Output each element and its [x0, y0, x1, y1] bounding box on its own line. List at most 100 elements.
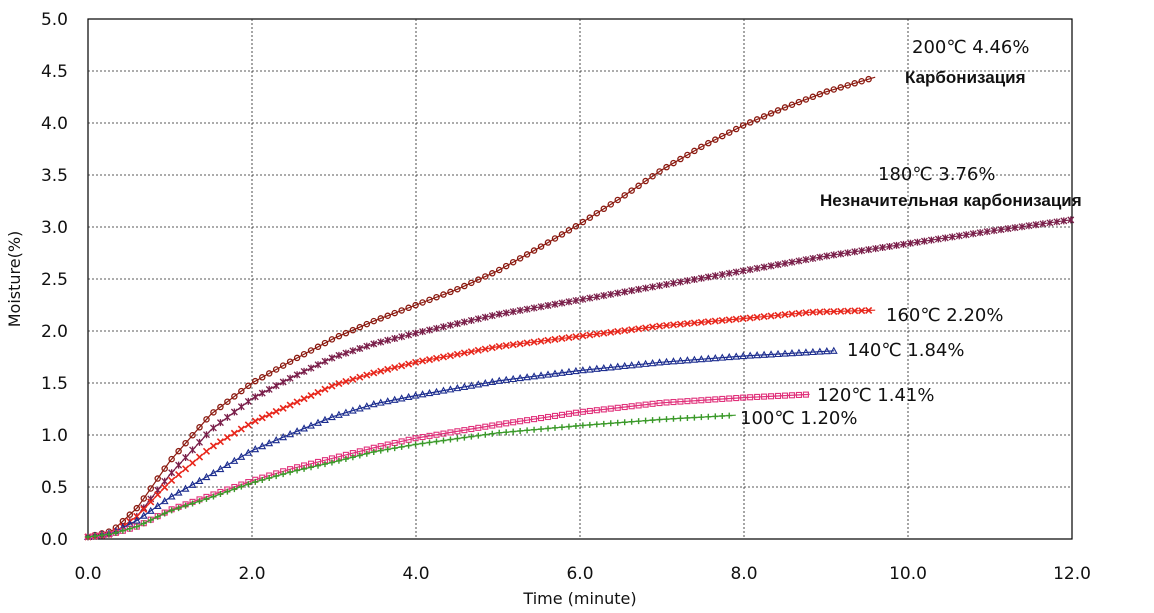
- y-tick-label: 3.0: [41, 218, 68, 238]
- data-point-marker: [781, 392, 789, 399]
- data-point-marker: [990, 227, 998, 235]
- data-point-marker: [237, 403, 245, 411]
- data-point-marker: [363, 371, 371, 379]
- data-point-marker: [495, 342, 503, 351]
- data-point-marker: [656, 416, 663, 423]
- data-point-marker: [154, 475, 161, 482]
- data-point-marker: [488, 377, 497, 385]
- data-point-marker: [307, 421, 315, 429]
- data-point-marker: [1053, 218, 1061, 226]
- data-point-marker: [496, 421, 503, 428]
- data-point-marker: [147, 517, 154, 524]
- data-point-marker: [788, 310, 796, 318]
- data-point-marker: [767, 110, 775, 117]
- data-point-marker: [739, 351, 748, 360]
- data-point-marker: [572, 297, 580, 305]
- data-point-marker: [788, 258, 796, 266]
- data-point-marker: [746, 266, 754, 274]
- data-point-marker: [663, 280, 670, 288]
- data-point-marker: [251, 417, 259, 425]
- data-point-marker: [377, 315, 384, 322]
- data-point-marker: [712, 413, 719, 420]
- data-point-marker: [167, 492, 176, 500]
- data-point-marker: [976, 229, 984, 237]
- data-point-marker: [740, 394, 747, 401]
- data-point-marker: [662, 357, 671, 365]
- data-point-marker: [447, 436, 454, 443]
- x-tick-label: 0.0: [74, 564, 101, 584]
- y-axis-ticks: 0.0 0.5 1.0 1.5 2.0 2.5 3.0 3.5 4.0 4.5 5.0: [41, 10, 68, 550]
- data-point-marker: [753, 351, 762, 359]
- data-point-marker: [524, 427, 531, 434]
- data-point-marker: [307, 347, 315, 354]
- data-point-marker: [321, 339, 329, 347]
- data-point-marker: [370, 448, 377, 455]
- data-point-marker: [502, 262, 510, 270]
- data-point-marker: [649, 323, 657, 331]
- data-point-marker: [719, 132, 726, 140]
- data-point-marker: [698, 397, 705, 404]
- data-point-marker: [467, 316, 475, 324]
- data-point-marker: [530, 338, 538, 346]
- data-point-marker: [907, 239, 914, 247]
- data-point-marker: [621, 192, 628, 199]
- data-point-marker: [495, 310, 503, 318]
- data-point-marker: [795, 391, 802, 398]
- data-point-marker: [719, 413, 726, 420]
- data-point-marker: [593, 293, 601, 301]
- data-point-marker: [418, 390, 427, 398]
- data-point-marker: [781, 349, 789, 357]
- data-point-marker: [146, 506, 155, 514]
- data-point-marker: [412, 329, 420, 337]
- data-point-marker: [468, 279, 475, 287]
- data-point-marker: [182, 502, 189, 509]
- data-point-marker: [585, 365, 594, 373]
- data-point-marker: [802, 309, 810, 317]
- data-point-marker: [670, 279, 677, 287]
- data-point-marker: [663, 399, 670, 406]
- y-tick-label: 1.0: [41, 426, 68, 446]
- data-point-marker: [370, 340, 378, 348]
- data-point-marker: [503, 429, 510, 436]
- data-point-marker: [447, 288, 454, 296]
- data-point-marker: [635, 182, 642, 190]
- data-point-marker: [447, 429, 454, 436]
- y-tick-label: 0.5: [41, 478, 68, 498]
- data-point-marker: [858, 77, 865, 85]
- data-point-marker: [446, 321, 454, 329]
- data-point-marker: [509, 374, 518, 383]
- data-point-marker: [181, 484, 190, 492]
- data-point-marker: [676, 356, 685, 364]
- data-point-marker: [390, 395, 399, 403]
- data-point-marker: [349, 347, 357, 355]
- data-point-marker: [251, 393, 259, 401]
- data-point-marker: [433, 324, 440, 332]
- data-point-marker: [934, 235, 942, 243]
- data-point-marker: [202, 472, 211, 481]
- y-tick-label: 0.0: [41, 530, 68, 550]
- data-point-marker: [140, 495, 148, 502]
- data-point-marker: [747, 394, 754, 401]
- data-point-marker: [391, 334, 399, 342]
- data-point-marker: [655, 322, 664, 330]
- data-point-marker: [432, 387, 441, 395]
- data-point-marker: [397, 394, 406, 402]
- data-point-marker: [837, 250, 845, 258]
- data-point-marker: [189, 432, 196, 439]
- data-point-marker: [461, 434, 468, 441]
- data-point-marker: [649, 400, 656, 407]
- data-point-marker: [265, 439, 274, 447]
- data-point-marker: [851, 248, 859, 256]
- data-point-marker: [544, 336, 552, 344]
- data-point-marker: [502, 375, 511, 383]
- data-point-marker: [446, 385, 455, 393]
- data-point-marker: [788, 392, 796, 399]
- data-point-marker: [168, 455, 175, 463]
- data-point-marker: [579, 218, 587, 226]
- data-point-marker: [558, 424, 565, 431]
- data-point-marker: [600, 329, 608, 337]
- data-point-marker: [607, 290, 615, 298]
- data-point-marker: [955, 232, 963, 240]
- data-point-marker: [362, 402, 371, 410]
